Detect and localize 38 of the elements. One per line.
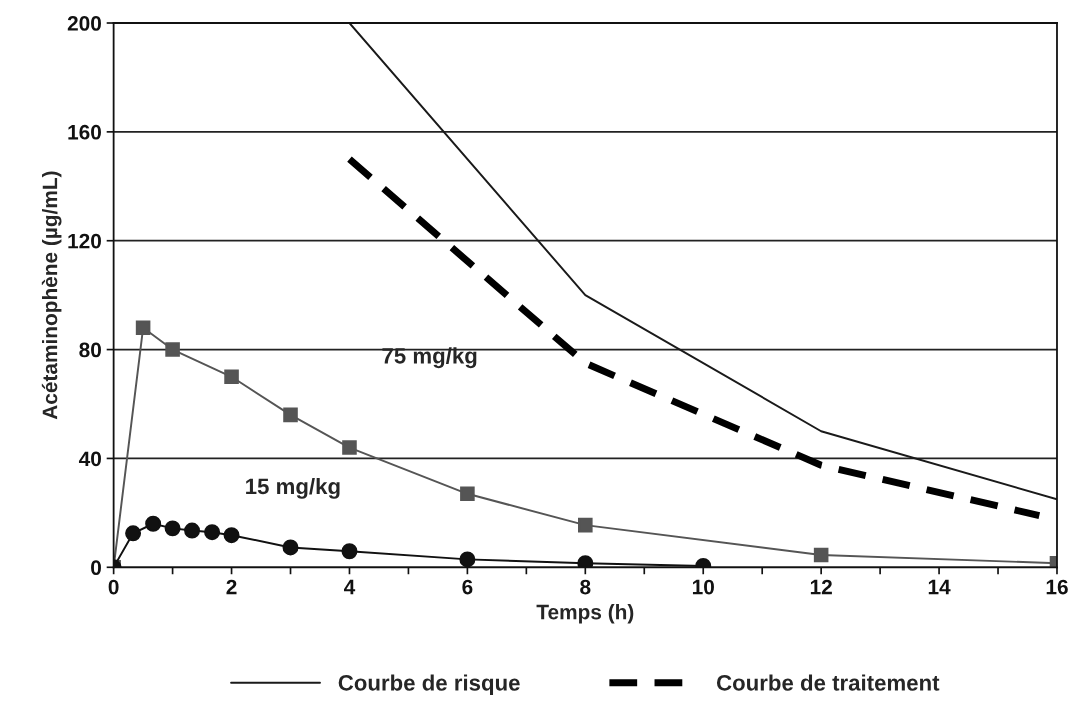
- x-tick-label: 16: [1046, 579, 1068, 595]
- point: [578, 517, 593, 533]
- point: [342, 440, 357, 455]
- x-tick-label: 4: [344, 579, 356, 595]
- point: [135, 320, 151, 336]
- annotation: 15 mg/kg: [246, 477, 340, 499]
- x-tick-label: 2: [226, 579, 237, 595]
- point: [459, 551, 476, 568]
- point: [164, 520, 181, 537]
- x-tick-label: 14: [928, 579, 951, 595]
- point: [224, 369, 239, 385]
- x-axis-title: Temps (h): [536, 604, 634, 624]
- point: [282, 539, 299, 556]
- x-tick-label: 8: [580, 579, 591, 595]
- y-tick-label: 120: [68, 233, 101, 249]
- x-tick-label: 6: [462, 579, 473, 595]
- point: [341, 543, 358, 560]
- point: [165, 342, 180, 357]
- y-tick-label: 80: [79, 342, 101, 358]
- x-tick-label: 10: [692, 579, 714, 595]
- y-tick-label: 40: [78, 451, 101, 467]
- point: [145, 515, 162, 532]
- point: [577, 555, 594, 568]
- x-tick-label: 12: [810, 579, 832, 595]
- point: [184, 522, 201, 539]
- y-tick-label: 200: [67, 16, 101, 31]
- point: [460, 486, 475, 502]
- y-tick-label: 0: [91, 560, 101, 576]
- point: [125, 525, 142, 542]
- point: [813, 547, 829, 563]
- y-tick-label: 160: [68, 124, 101, 140]
- point: [283, 407, 298, 423]
- y-axis-title: Acétaminophène (µg/mL): [41, 171, 62, 420]
- legend-label: Courbe de traitement: [716, 674, 940, 691]
- point: [204, 524, 221, 541]
- legend-label: Courbe de risque: [338, 674, 520, 696]
- point: [223, 527, 240, 544]
- x-tick-label: 0: [108, 579, 119, 595]
